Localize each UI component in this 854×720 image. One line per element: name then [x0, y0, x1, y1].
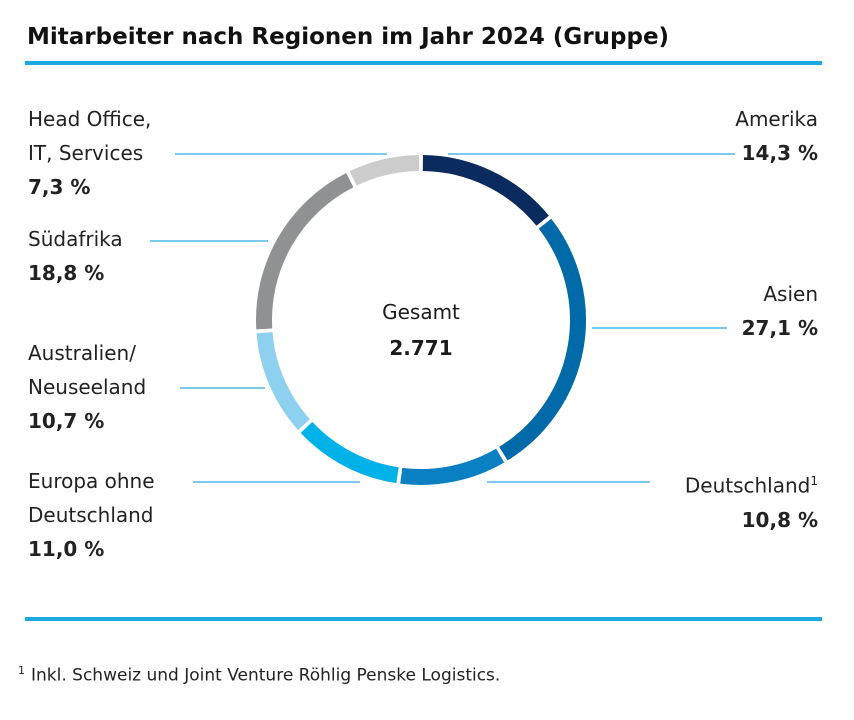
bottom-rule	[25, 617, 822, 621]
label-text: Südafrika	[28, 227, 123, 251]
center-value: 2.771	[389, 336, 453, 360]
value-label: 11,0 %	[28, 537, 105, 561]
footnote: 1 Inkl. Schweiz und Joint Venture Röhlig …	[18, 664, 500, 686]
label-text: Head Office,	[28, 107, 152, 131]
label-text: Europa ohne	[28, 469, 155, 493]
label-text: Deutschland	[28, 503, 154, 527]
label-europa: Europa ohne Deutschland 11,0 %	[28, 464, 155, 566]
center-label: Gesamt	[382, 300, 460, 324]
donut-slice-6	[349, 155, 420, 186]
footnote-mark: 1	[18, 664, 25, 677]
label-text: Deutschland	[684, 473, 811, 498]
value-label: 7,3 %	[28, 175, 91, 199]
value-label: 10,7 %	[28, 409, 105, 433]
label-suedafrika: Südafrika 18,8 %	[28, 222, 123, 290]
top-rule	[25, 61, 822, 65]
label-text: Neuseeland	[28, 375, 147, 399]
label-text: Australien/	[28, 341, 136, 365]
donut-slice-0	[422, 155, 549, 226]
label-text: IT, Services	[28, 141, 144, 165]
value-label: 18,8 %	[28, 261, 105, 285]
footnote-mark: 1	[810, 474, 818, 488]
chart-title: Mitarbeiter nach Regionen im Jahr 2024 (…	[27, 24, 670, 50]
donut-slice-2	[400, 448, 505, 485]
label-amerika: Amerika 14,3 %	[735, 102, 818, 170]
label-asien: Asien 27,1 %	[742, 277, 818, 345]
value-label: 10,8 %	[741, 507, 818, 532]
donut-slice-5	[256, 172, 354, 330]
value-label: 27,1 %	[741, 316, 818, 340]
donut-slice-4	[256, 331, 311, 430]
label-text: Amerika	[735, 107, 818, 131]
donut-slice-1	[499, 218, 586, 461]
label-text: Asien	[763, 282, 818, 306]
donut-slice-3	[300, 421, 399, 484]
label-australien: Australien/ Neuseeland 10,7 %	[28, 336, 146, 438]
label-head-office: Head Office, IT, Services 7,3 %	[28, 102, 151, 204]
value-label: 14,3 %	[741, 141, 818, 165]
footnote-text: Inkl. Schweiz und Joint Venture Röhlig P…	[31, 665, 501, 686]
label-deutschland: Deutschland1 10,8 %	[685, 464, 818, 537]
